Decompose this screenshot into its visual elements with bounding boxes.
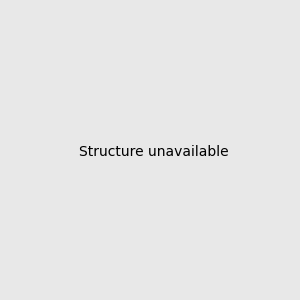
Text: Structure unavailable: Structure unavailable bbox=[79, 145, 229, 158]
